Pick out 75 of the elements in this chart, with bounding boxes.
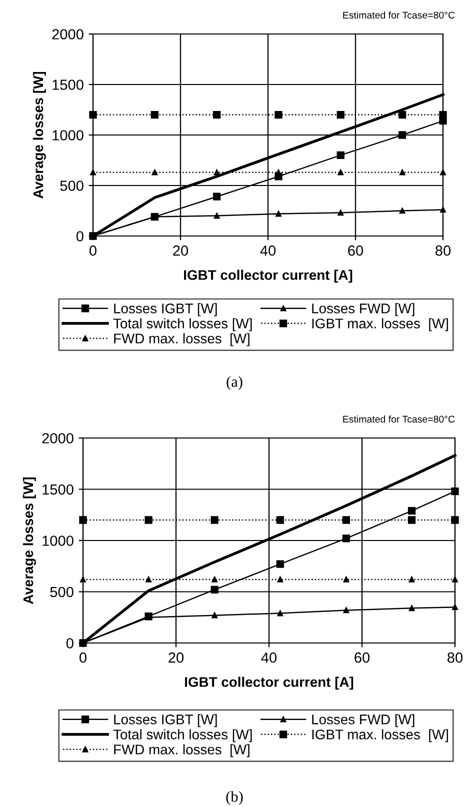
point [399, 208, 406, 214]
point [440, 169, 446, 176]
x-tick-label: 60 [354, 652, 370, 663]
point [276, 560, 284, 568]
point [408, 516, 416, 524]
y-tick-label: 2000 [42, 433, 74, 444]
legend-label: Losses IGBT [W] [114, 303, 217, 316]
point [212, 110, 221, 119]
legend-label: Total switch losses [W] [113, 318, 252, 332]
point [80, 576, 86, 582]
x-tick-label: 40 [260, 245, 276, 256]
x-tick-label: 80 [436, 245, 451, 256]
point [399, 169, 406, 176]
point [89, 110, 97, 119]
x-tick-label: 20 [173, 245, 188, 256]
legend-label: Total switch losses [W] [113, 729, 252, 742]
point [408, 506, 416, 515]
point [452, 604, 458, 610]
point [152, 169, 158, 176]
point [336, 110, 344, 119]
y-tick-label: 500 [60, 180, 84, 191]
y-tick-label: 1000 [52, 130, 84, 140]
x-tick-label: 80 [448, 652, 463, 663]
point [439, 110, 447, 119]
point [214, 212, 220, 219]
x-tick-label: 40 [261, 652, 277, 663]
x-tick-label: 0 [90, 245, 96, 256]
y-tick-label: 0 [76, 231, 84, 242]
y-tick-label: 0 [66, 638, 74, 648]
legend-label: IGBT max. losses [W] [312, 729, 448, 742]
x-axis-title: IGBT collector current [A] [185, 676, 354, 690]
point [214, 169, 220, 176]
point [276, 516, 284, 524]
point [144, 516, 152, 524]
y-tick-label: 1500 [52, 80, 84, 90]
point [276, 210, 282, 217]
point [210, 586, 218, 594]
point [451, 487, 459, 496]
text: (b) [226, 791, 243, 805]
point [79, 516, 87, 524]
point [336, 151, 344, 160]
y-tick-label: 2000 [52, 29, 84, 40]
legend-label: Losses IGBT [W] [114, 714, 217, 728]
y-tick-label: 500 [50, 586, 74, 598]
point [150, 110, 159, 119]
text: Estimated for Tcase=80°C [343, 11, 455, 19]
point [210, 516, 218, 524]
x-tick-label: 60 [348, 245, 364, 256]
point [90, 169, 96, 176]
point [277, 610, 284, 616]
x-axis-title: IGBT collector current [A] [184, 270, 352, 283]
legend-label: IGBT max. losses [W] [312, 318, 448, 332]
point [212, 192, 221, 200]
legend-label: Losses FWD [W] [312, 303, 414, 316]
point [274, 110, 282, 119]
point [338, 169, 344, 176]
point [212, 612, 218, 618]
point [342, 534, 350, 542]
point [398, 110, 406, 119]
x-tick-label: 20 [168, 652, 184, 663]
point [398, 131, 406, 139]
point [451, 516, 459, 524]
point [440, 206, 446, 213]
point [342, 516, 350, 524]
point [338, 210, 344, 216]
y-axis-title: Average losses [W] [22, 477, 36, 604]
legend-label: Losses FWD [W] [312, 714, 414, 728]
legend-label: FWD max. losses [W] [114, 744, 250, 758]
text: Estimated for Tcase=80°C [343, 415, 455, 423]
text: (a) [226, 376, 242, 390]
point [452, 576, 458, 582]
y-axis-title: Average losses [W] [32, 72, 46, 198]
legend-label: FWD max. losses [W] [114, 333, 250, 346]
y-tick-label: 1500 [42, 484, 74, 495]
y-tick-label: 1000 [42, 536, 74, 546]
